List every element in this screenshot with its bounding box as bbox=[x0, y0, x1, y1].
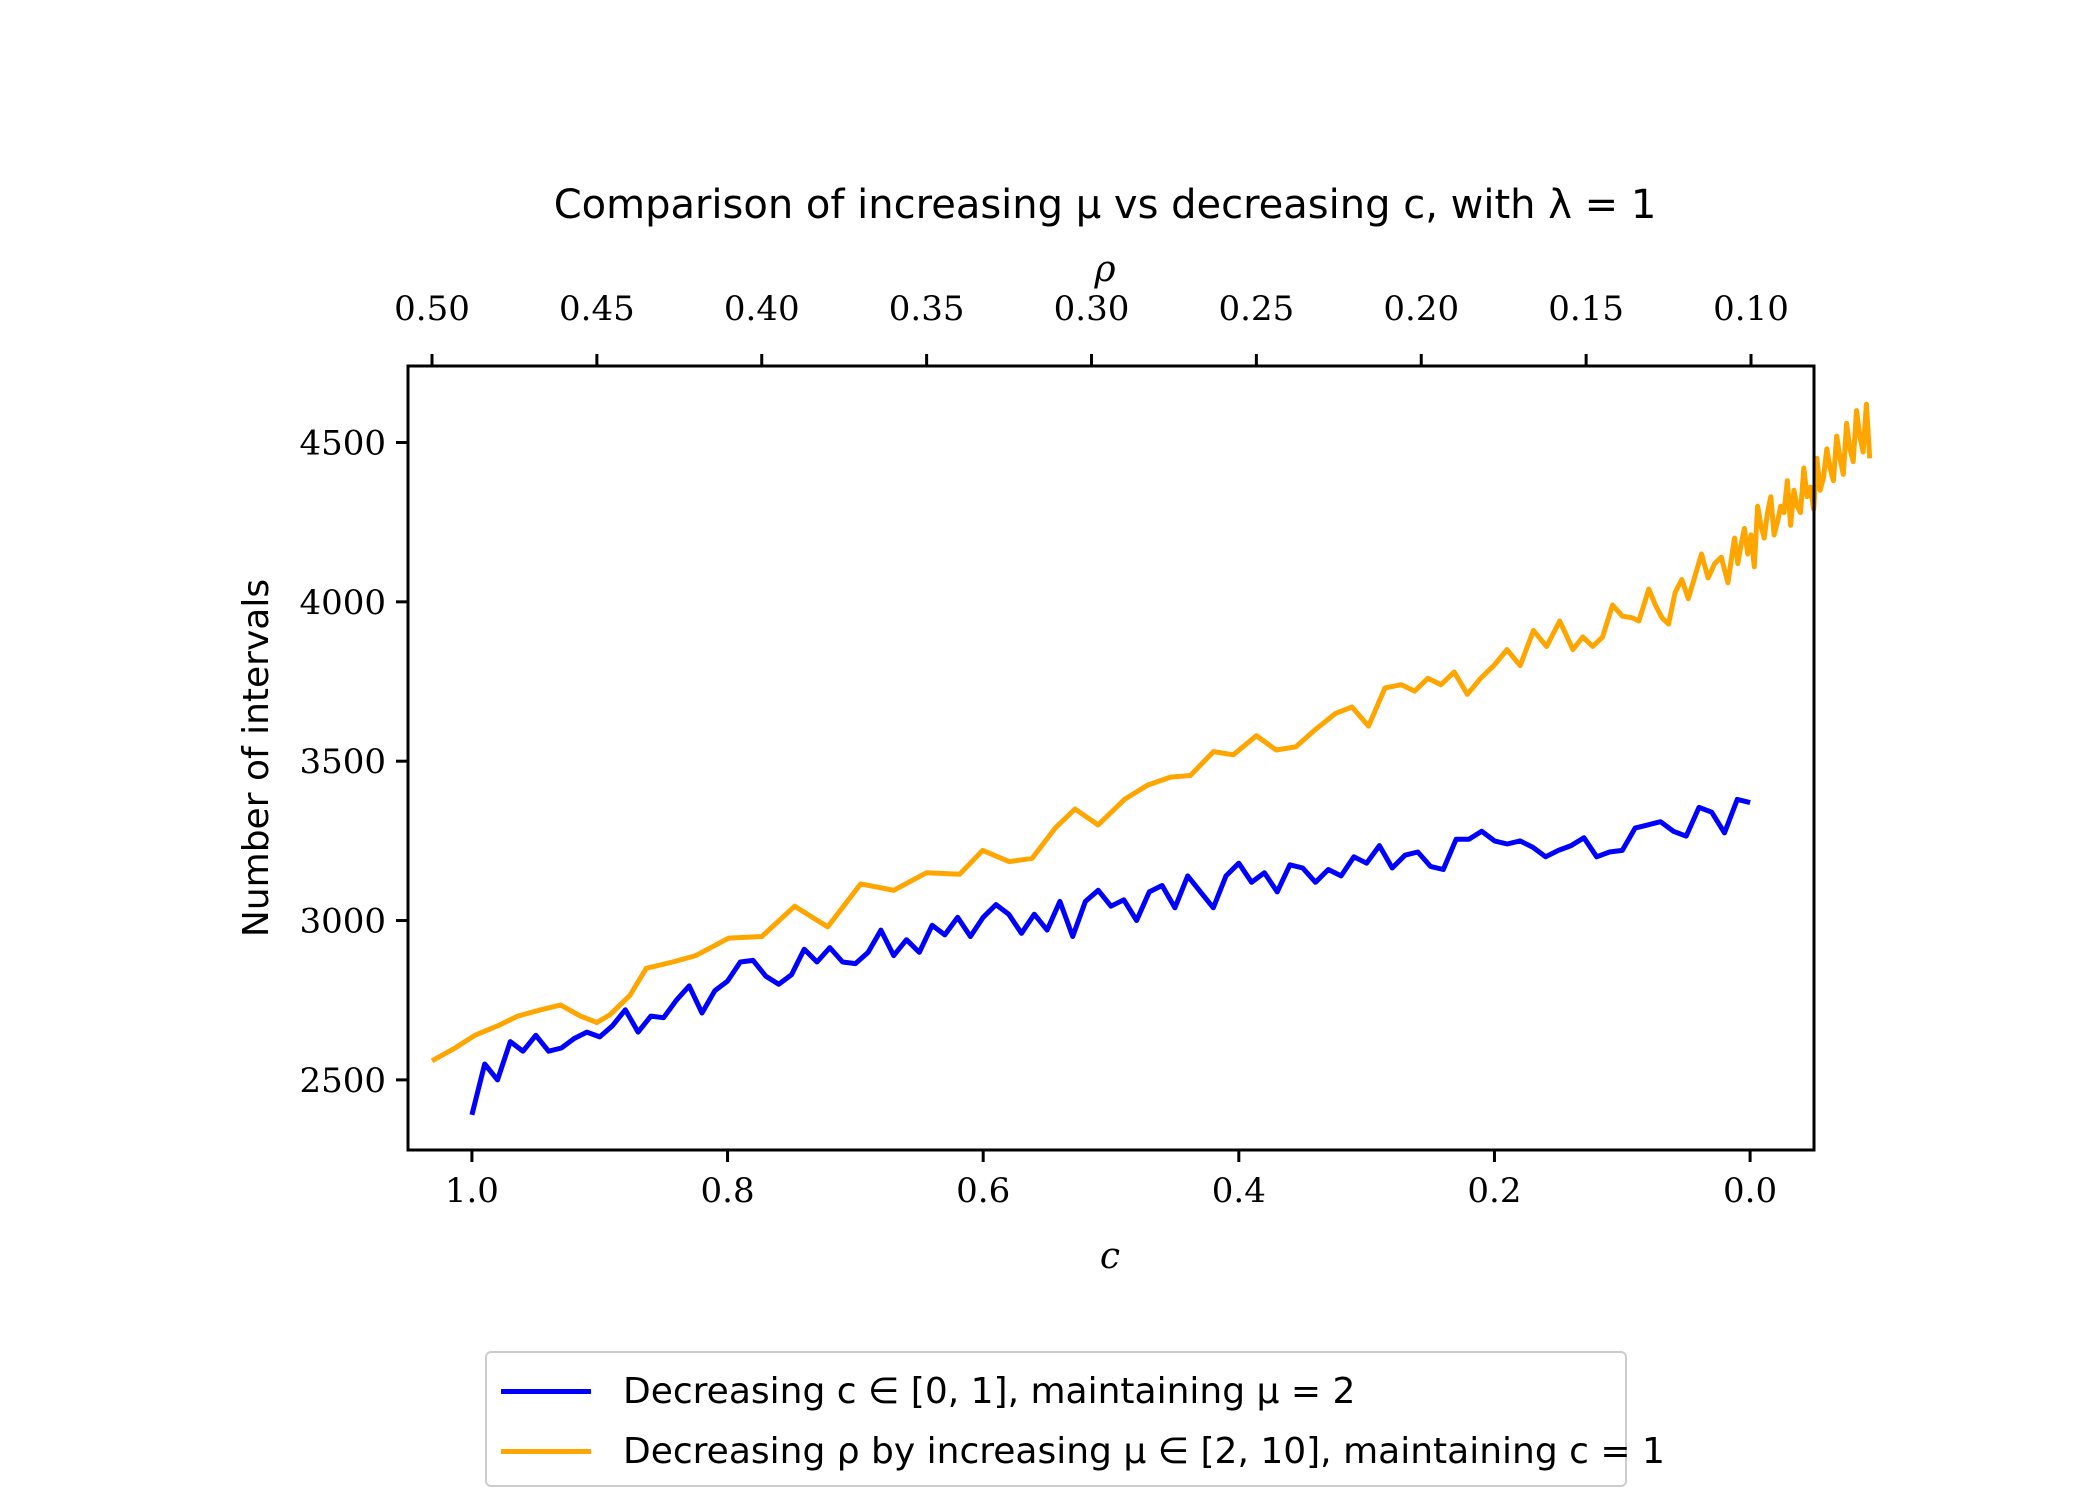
y-tick-label: 4000 bbox=[299, 583, 386, 623]
x2-tick-label: 0.40 bbox=[724, 289, 800, 329]
x-tick-label: 1.0 bbox=[445, 1171, 499, 1211]
x-tick-label: 0.6 bbox=[956, 1171, 1010, 1211]
legend-entry-blue: Decreasing c ∈ [0, 1], maintaining μ = 2 bbox=[487, 1361, 1355, 1421]
y-tick-label: 4500 bbox=[299, 423, 386, 463]
legend-swatch-blue bbox=[501, 1388, 591, 1394]
top-axis-label: ρ bbox=[1093, 249, 1115, 290]
legend-entry-orange: Decreasing ρ by increasing μ ∈ [2, 10], … bbox=[487, 1421, 1665, 1481]
y-tick-label: 3000 bbox=[299, 902, 386, 942]
y-axis-label: Number of intervals bbox=[236, 579, 277, 937]
x-tick-label: 0.4 bbox=[1212, 1171, 1266, 1211]
series-line-blue bbox=[469, 796, 1751, 1116]
legend-swatch-orange bbox=[501, 1448, 591, 1454]
x2-tick-label: 0.35 bbox=[889, 289, 965, 329]
series-line-orange bbox=[430, 401, 1873, 1063]
x2-tick-label: 0.20 bbox=[1383, 289, 1459, 329]
plot-frame bbox=[406, 364, 1816, 1152]
y-tick-label: 3500 bbox=[299, 742, 386, 782]
x2-tick-label: 0.15 bbox=[1548, 289, 1624, 329]
x2-tick-label: 0.10 bbox=[1713, 289, 1789, 329]
x2-tick-label: 0.50 bbox=[394, 289, 470, 329]
y-tick-label: 2500 bbox=[299, 1061, 386, 1101]
x2-tick-label: 0.30 bbox=[1054, 289, 1130, 329]
x-tick-label: 0.2 bbox=[1467, 1171, 1521, 1211]
x-tick-label: 0.0 bbox=[1723, 1171, 1777, 1211]
x-tick-label: 0.8 bbox=[701, 1171, 755, 1211]
x2-tick-label: 0.45 bbox=[559, 289, 635, 329]
plot-area: 1.0 0.8 0.6 0.4 0.2 0.0 0.50 0.45 0.40 0.35 0.30 0.… bbox=[299, 289, 1873, 1211]
legend: Decreasing c ∈ [0, 1], maintaining μ = 2… bbox=[485, 1351, 1665, 1487]
legend-label-orange: Decreasing ρ by increasing μ ∈ [2, 10], … bbox=[623, 1430, 1665, 1472]
legend-label-blue: Decreasing c ∈ [0, 1], maintaining μ = 2 bbox=[623, 1370, 1356, 1412]
x2-tick-label: 0.25 bbox=[1219, 289, 1295, 329]
chart-title: Comparison of increasing μ vs decreasing… bbox=[554, 182, 1657, 228]
x-axis-label: c bbox=[1100, 1236, 1120, 1277]
